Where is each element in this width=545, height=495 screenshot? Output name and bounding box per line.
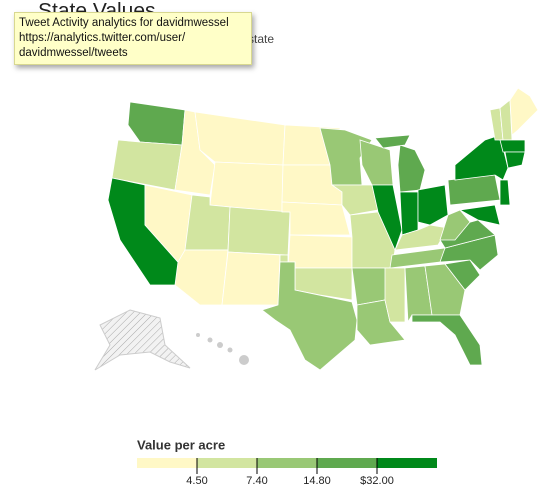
legend-title: Value per acre bbox=[137, 437, 225, 452]
tooltip-line: https://analytics.twitter.com/user/ bbox=[19, 32, 186, 44]
state bbox=[174, 249, 229, 306]
state bbox=[281, 201, 351, 236]
legend-swatch bbox=[257, 458, 317, 468]
tooltip-line: davidmwessel/tweets bbox=[19, 47, 128, 59]
state bbox=[509, 87, 539, 136]
states bbox=[94, 87, 539, 371]
legend-tick-label: 14.80 bbox=[303, 475, 331, 487]
legend-tick-label: 4.50 bbox=[186, 475, 207, 487]
alaska bbox=[94, 309, 191, 371]
state bbox=[394, 224, 449, 251]
legend-tick-label: 7.40 bbox=[246, 475, 267, 487]
state bbox=[499, 139, 526, 153]
tooltip-line: Tweet Activity analytics for davidmwesse… bbox=[19, 17, 229, 29]
hawaii bbox=[196, 333, 249, 365]
state bbox=[417, 184, 449, 226]
state bbox=[439, 209, 471, 241]
legend-tick-label: $32.00 bbox=[360, 475, 394, 487]
state bbox=[127, 101, 186, 146]
state bbox=[411, 314, 483, 366]
state bbox=[261, 261, 358, 371]
state bbox=[458, 204, 501, 226]
state bbox=[444, 259, 481, 291]
tooltip: Tweet Activity analytics for davidmwesse… bbox=[14, 12, 252, 65]
state bbox=[384, 267, 406, 323]
state bbox=[454, 134, 509, 181]
legend-swatch bbox=[377, 458, 437, 468]
state bbox=[374, 134, 411, 149]
legend: 4.50 7.40 14.80 $32.00 bbox=[137, 458, 437, 487]
state bbox=[221, 251, 281, 306]
state bbox=[424, 263, 466, 316]
legend-swatch bbox=[317, 458, 377, 468]
state bbox=[209, 161, 284, 213]
state bbox=[287, 234, 353, 269]
legend-swatch bbox=[137, 458, 197, 468]
state bbox=[399, 191, 419, 236]
state bbox=[397, 144, 426, 193]
state bbox=[194, 111, 286, 166]
legend-swatch bbox=[197, 458, 257, 468]
state bbox=[319, 127, 373, 186]
state bbox=[499, 179, 511, 206]
state bbox=[227, 206, 291, 256]
state bbox=[504, 151, 526, 169]
state bbox=[371, 184, 403, 252]
